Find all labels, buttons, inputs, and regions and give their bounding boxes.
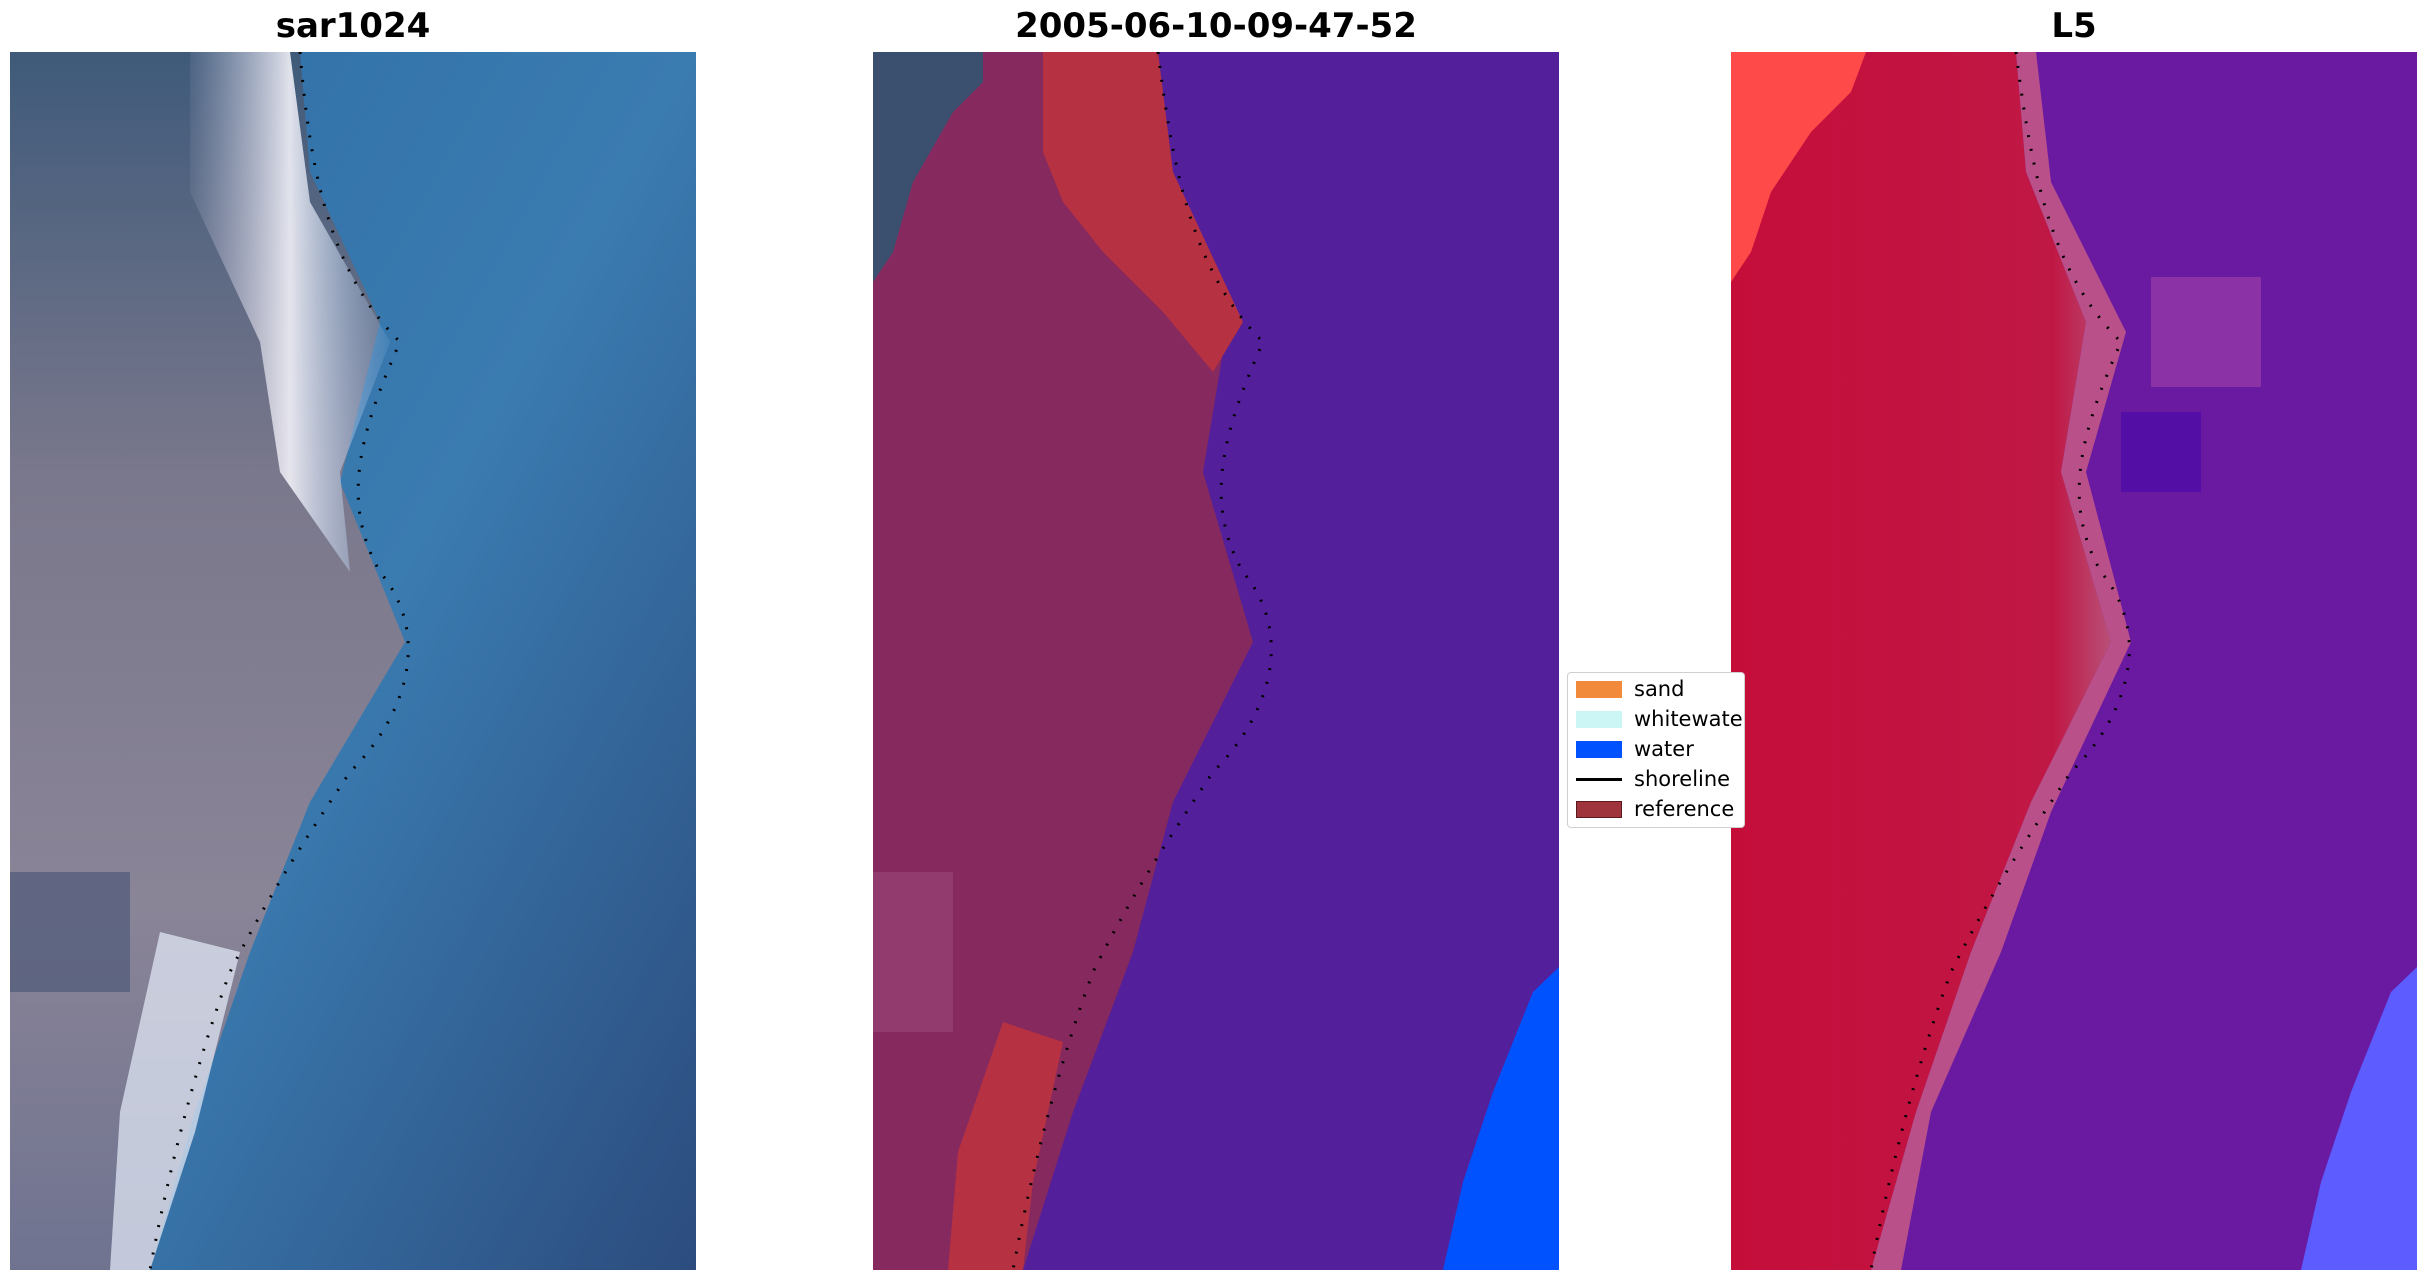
legend-swatch-reference xyxy=(1576,801,1622,818)
index-svg xyxy=(1731,52,2417,1270)
legend-label-water: water xyxy=(1634,737,1694,761)
index-image xyxy=(1731,52,2417,1270)
classification-image xyxy=(873,52,1559,1270)
legend-swatch-water xyxy=(1576,741,1622,758)
legend-label-whitewater: whitewater xyxy=(1634,707,1745,731)
reference-buffer-south xyxy=(948,1022,1063,1270)
legend-label-sand: sand xyxy=(1634,677,1685,701)
legend-swatch-sand xyxy=(1576,681,1622,698)
water-class-patch xyxy=(1443,967,1559,1270)
land-index-area xyxy=(1731,52,2111,1270)
surf-zone xyxy=(190,52,390,572)
satellite-rgb-image xyxy=(10,52,696,1270)
dark-patch xyxy=(10,872,130,992)
surf-zone-south xyxy=(110,932,240,1270)
panel-title-date: 2005-06-10-09-47-52 xyxy=(1015,6,1417,46)
satellite-rgb-svg xyxy=(10,52,696,1270)
legend-swatch-whitewater xyxy=(1576,711,1622,728)
legend-line-shoreline xyxy=(1576,778,1622,781)
light-land-patch xyxy=(873,872,953,1032)
land-class-area xyxy=(873,52,1253,1270)
reference-buffer-north xyxy=(1043,52,1243,372)
classification-svg xyxy=(873,52,1559,1270)
legend: sand whitewater water shoreline referenc… xyxy=(1567,672,1745,828)
legend-label-reference: reference xyxy=(1634,797,1735,821)
light-water-patch xyxy=(2151,277,2261,387)
panel-title-sar1024: sar1024 xyxy=(275,6,431,46)
dark-class-patch xyxy=(873,52,983,282)
water-index-patch xyxy=(2301,967,2417,1270)
dark-water-patch xyxy=(2121,412,2201,492)
panel-title-l5: L5 xyxy=(2051,6,2097,46)
legend-label-shoreline: shoreline xyxy=(1634,767,1731,791)
bright-land-patch xyxy=(1731,52,1866,282)
